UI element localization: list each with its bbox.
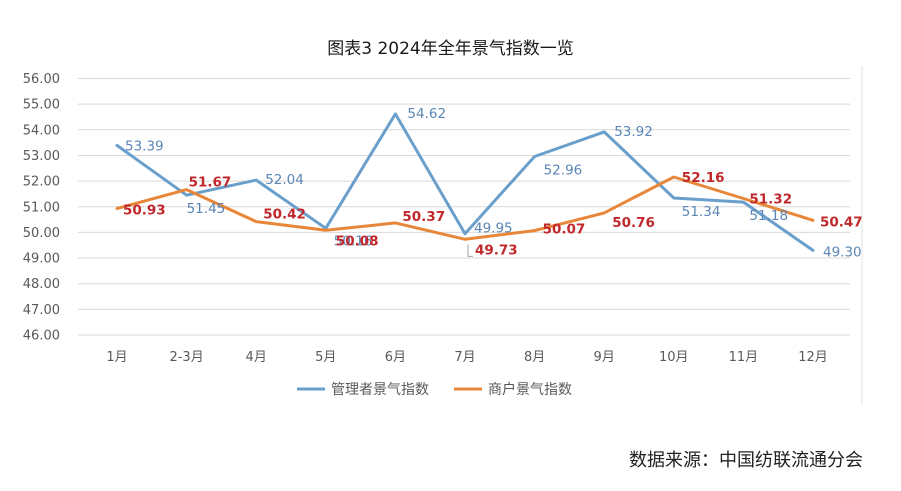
x-tick-label: 11月 [729, 350, 759, 365]
data-label-商户景气指数: 51.67 [189, 175, 232, 191]
y-tick-label: 55.00 [23, 98, 60, 113]
data-label-管理者景气指数: 54.62 [407, 106, 446, 122]
data-label-商户景气指数: 50.08 [336, 233, 379, 249]
data-label-管理者景气指数: 51.34 [682, 204, 721, 220]
series-line-商户景气指数 [115, 175, 815, 241]
data-label-管理者景气指数: 53.92 [614, 124, 653, 140]
data-label-商户景气指数: 50.42 [263, 207, 306, 223]
data-label-商户景气指数: 51.32 [749, 192, 792, 208]
data-label-leader-line [467, 244, 473, 257]
data-label-商户景气指数: 52.16 [682, 170, 725, 186]
y-tick-label: 50.00 [23, 226, 60, 241]
x-tick-label: 5月 [315, 350, 336, 365]
legend-label: 管理者景气指数 [331, 382, 429, 398]
x-tick-label: 1月 [106, 350, 127, 365]
data-label-商户景气指数: 50.93 [123, 203, 166, 219]
data-label-管理者景气指数: 49.95 [474, 221, 513, 237]
chart-title: 图表3 2024年全年景气指数一览 [327, 39, 574, 59]
series-lines [115, 112, 815, 252]
y-tick-label: 53.00 [23, 149, 60, 164]
data-labels: 53.39 51.45 52.04 50.16 54.62 49.95 52.96 53.92… [123, 106, 863, 260]
data-label-商户景气指数: 50.47 [820, 214, 863, 230]
x-tick-label: 12月 [798, 350, 828, 365]
x-axis-ticks: 1月 2-3月 4月 5月 6月 7月 8月 9月 10月 11月 12月 [106, 350, 827, 365]
x-tick-label: 2-3月 [169, 350, 203, 365]
x-tick-label: 9月 [594, 350, 615, 365]
x-tick-label: 10月 [659, 350, 689, 365]
x-tick-label: 4月 [246, 350, 267, 365]
legend-label: 商户景气指数 [488, 381, 572, 398]
source-note: 数据来源：中国纺联流通分会 [629, 450, 863, 471]
y-tick-label: 54.00 [23, 123, 60, 138]
y-tick-label: 46.00 [23, 329, 60, 344]
data-label-管理者景气指数: 52.04 [265, 172, 304, 188]
data-label-管理者景气指数: 53.39 [125, 138, 164, 154]
y-axis-ticks: 46.00 47.00 48.00 49.00 50.00 51.00 52.00 53.00… [23, 72, 60, 344]
data-label-商户景气指数: 49.73 [475, 242, 518, 258]
legend: 管理者景气指数 商户景气指数 [297, 381, 572, 398]
y-tick-label: 49.00 [23, 252, 60, 267]
data-label-商户景气指数: 50.37 [402, 209, 445, 225]
data-label-管理者景气指数: 51.18 [749, 208, 788, 224]
gridlines [78, 78, 850, 336]
y-tick-label: 52.00 [23, 175, 60, 190]
data-label-管理者景气指数: 52.96 [544, 162, 583, 178]
data-label-管理者景气指数: 50.16 [334, 233, 373, 249]
x-tick-label: 6月 [385, 350, 406, 365]
y-tick-label: 47.00 [23, 303, 60, 318]
y-tick-label: 51.00 [23, 200, 60, 215]
x-tick-label: 8月 [524, 350, 545, 365]
x-tick-label: 7月 [454, 350, 475, 365]
y-tick-label: 56.00 [23, 72, 60, 87]
series-line-管理者景气指数 [115, 112, 815, 252]
data-label-商户景气指数: 50.76 [612, 215, 655, 231]
data-label-管理者景气指数: 51.45 [187, 201, 226, 217]
y-tick-label: 48.00 [23, 277, 60, 292]
data-label-商户景气指数: 50.07 [543, 222, 586, 238]
data-label-管理者景气指数: 49.30 [823, 244, 862, 260]
